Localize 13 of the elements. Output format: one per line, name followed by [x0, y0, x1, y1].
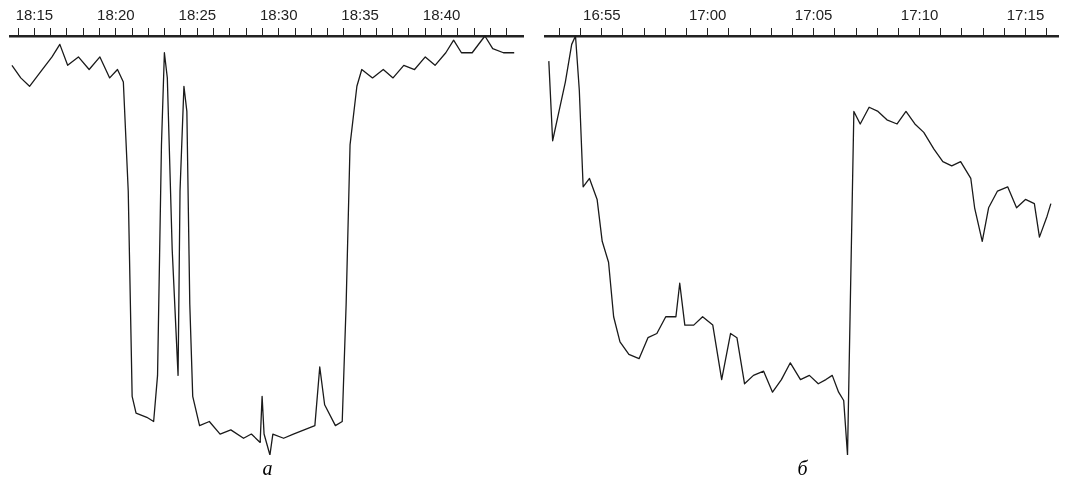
text: б: [796, 457, 809, 480]
x-tick-label: 18:30: [259, 6, 298, 24]
text: а: [261, 457, 274, 480]
x-tick-label: 17:05: [794, 6, 833, 24]
x-tick-label: 16:55: [583, 6, 621, 24]
x-tick-label: 18:20: [97, 6, 135, 24]
x-tick-label: 18:25: [178, 6, 217, 24]
x-tick-label: 18:40: [422, 6, 461, 24]
x-tick-label: 18:15: [15, 6, 54, 24]
x-tick-label: 18:35: [341, 6, 379, 24]
x-tick-label: 17:00: [688, 6, 727, 24]
x-tick-label: 17:10: [900, 6, 939, 24]
x-tick-label: 17:15: [1006, 6, 1045, 24]
